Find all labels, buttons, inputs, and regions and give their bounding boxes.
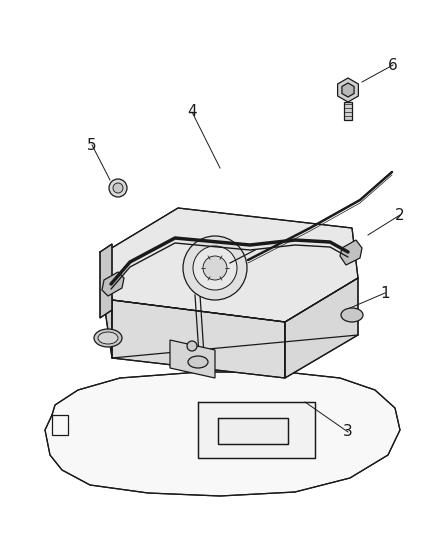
Text: 3: 3 (343, 424, 353, 440)
Polygon shape (342, 83, 354, 97)
Ellipse shape (341, 308, 363, 322)
Polygon shape (344, 102, 352, 120)
Polygon shape (340, 240, 362, 265)
Polygon shape (198, 402, 315, 458)
Polygon shape (52, 415, 68, 435)
Circle shape (183, 236, 247, 300)
Ellipse shape (94, 329, 122, 347)
Polygon shape (105, 252, 112, 358)
Circle shape (203, 256, 227, 280)
Circle shape (193, 246, 237, 290)
Text: 5: 5 (87, 138, 97, 152)
Text: 6: 6 (388, 58, 398, 72)
Polygon shape (102, 272, 124, 296)
Ellipse shape (188, 356, 208, 368)
Text: 4: 4 (187, 104, 197, 119)
Polygon shape (45, 372, 400, 496)
Circle shape (113, 183, 123, 193)
Ellipse shape (98, 332, 118, 344)
Polygon shape (338, 78, 358, 102)
Polygon shape (100, 244, 112, 318)
Circle shape (109, 179, 127, 197)
Circle shape (187, 341, 197, 351)
Polygon shape (112, 300, 285, 378)
Text: 1: 1 (380, 286, 390, 301)
Polygon shape (218, 418, 288, 444)
Polygon shape (105, 208, 358, 322)
Polygon shape (285, 278, 358, 378)
Text: 2: 2 (395, 207, 405, 222)
Polygon shape (170, 340, 215, 378)
